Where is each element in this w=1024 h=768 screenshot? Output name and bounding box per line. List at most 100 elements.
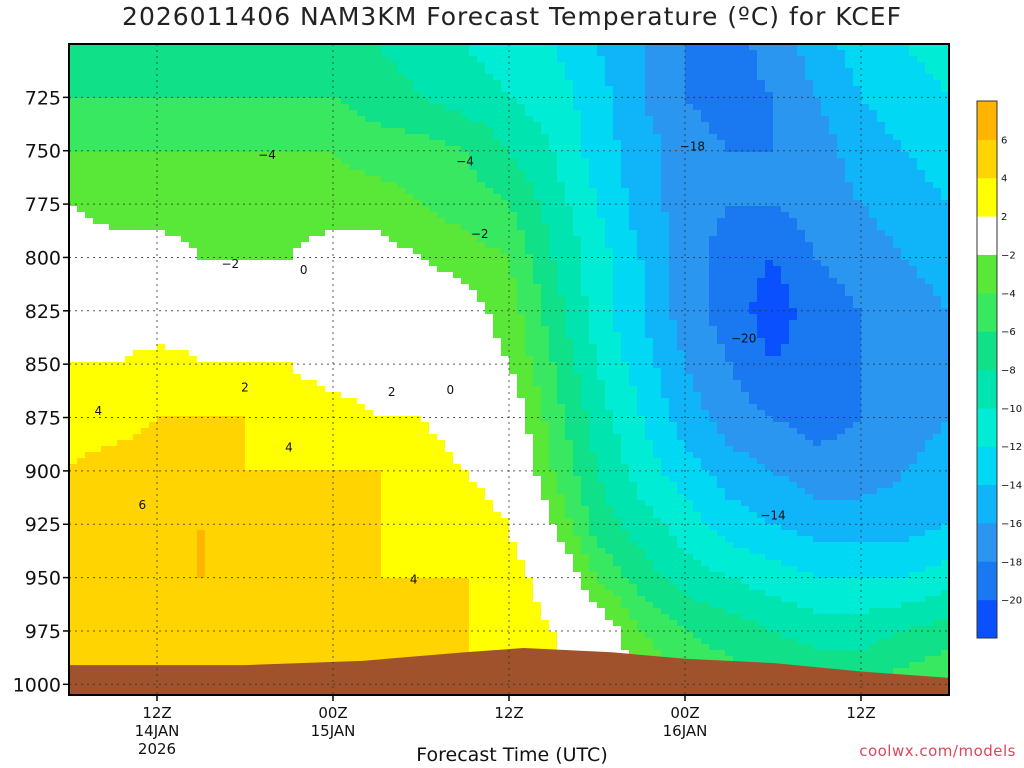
temperature-cell — [93, 284, 102, 291]
temperature-cell — [493, 290, 502, 297]
temperature-cell — [693, 128, 702, 135]
temperature-cell — [317, 170, 326, 177]
temperature-cell — [861, 110, 870, 117]
temperature-cell — [917, 200, 926, 207]
temperature-cell — [221, 290, 230, 297]
temperature-cell — [309, 230, 318, 237]
temperature-cell — [925, 110, 934, 117]
temperature-cell — [813, 56, 822, 63]
temperature-cell — [117, 44, 126, 51]
temperature-cell — [429, 68, 438, 75]
temperature-cell — [469, 140, 478, 147]
temperature-cell — [605, 212, 614, 219]
temperature-cell — [549, 134, 558, 141]
temperature-cell — [933, 278, 942, 285]
temperature-cell — [149, 266, 158, 273]
temperature-cell — [205, 164, 214, 171]
temperature-cell — [381, 308, 390, 315]
temperature-cell — [661, 200, 670, 207]
temperature-cell — [197, 314, 206, 321]
temperature-cell — [677, 170, 686, 177]
temperature-cell — [309, 104, 318, 111]
temperature-cell — [829, 92, 838, 99]
temperature-cell — [189, 140, 198, 147]
temperature-cell — [349, 290, 358, 297]
temperature-cell — [133, 272, 142, 279]
temperature-cell — [509, 248, 518, 255]
temperature-cell — [293, 158, 302, 165]
temperature-cell — [541, 128, 550, 135]
temperature-cell — [621, 182, 630, 189]
temperature-cell — [861, 170, 870, 177]
temperature-cell — [453, 272, 462, 279]
temperature-cell — [621, 254, 630, 261]
temperature-cell — [333, 308, 342, 315]
temperature-cell — [581, 56, 590, 63]
temperature-cell — [885, 56, 894, 63]
temperature-cell — [621, 62, 630, 69]
temperature-cell — [77, 128, 86, 135]
temperature-cell — [485, 296, 494, 303]
temperature-cell — [797, 170, 806, 177]
temperature-cell — [469, 158, 478, 165]
temperature-cell — [381, 134, 390, 141]
temperature-cell — [541, 92, 550, 99]
temperature-cell — [541, 134, 550, 141]
temperature-cell — [925, 260, 934, 267]
temperature-cell — [885, 302, 894, 309]
temperature-cell — [501, 134, 510, 141]
temperature-cell — [541, 140, 550, 147]
temperature-cell — [205, 182, 214, 189]
temperature-cell — [333, 80, 342, 87]
temperature-cell — [277, 266, 286, 273]
temperature-cell — [205, 218, 214, 225]
temperature-cell — [909, 200, 918, 207]
temperature-cell — [797, 284, 806, 291]
temperature-cell — [733, 266, 742, 273]
temperature-cell — [325, 236, 334, 243]
temperature-cell — [397, 110, 406, 117]
temperature-cell — [909, 212, 918, 219]
temperature-cell — [213, 248, 222, 255]
temperature-cell — [309, 176, 318, 183]
temperature-cell — [693, 296, 702, 303]
temperature-cell — [525, 170, 534, 177]
temperature-cell — [469, 206, 478, 213]
temperature-cell — [549, 194, 558, 201]
temperature-cell — [325, 308, 334, 315]
temperature-cell — [493, 122, 502, 129]
temperature-cell — [269, 86, 278, 93]
temperature-cell — [253, 92, 262, 99]
temperature-cell — [733, 116, 742, 123]
temperature-cell — [181, 194, 190, 201]
temperature-cell — [325, 212, 334, 219]
temperature-cell — [141, 296, 150, 303]
temperature-cell — [269, 116, 278, 123]
temperature-cell — [709, 92, 718, 99]
temperature-cell — [557, 158, 566, 165]
temperature-cell — [733, 74, 742, 81]
temperature-cell — [157, 308, 166, 315]
temperature-cell — [429, 98, 438, 105]
temperature-cell — [229, 290, 238, 297]
temperature-cell — [93, 212, 102, 219]
temperature-cell — [765, 254, 774, 261]
temperature-cell — [693, 56, 702, 63]
temperature-cell — [525, 98, 534, 105]
temperature-cell — [109, 44, 118, 51]
temperature-cell — [453, 194, 462, 201]
temperature-cell — [109, 110, 118, 117]
temperature-cell — [205, 98, 214, 105]
temperature-cell — [533, 62, 542, 69]
temperature-cell — [781, 200, 790, 207]
temperature-cell — [661, 110, 670, 117]
temperature-cell — [573, 290, 582, 297]
temperature-cell — [597, 236, 606, 243]
temperature-cell — [165, 128, 174, 135]
temperature-cell — [365, 296, 374, 303]
temperature-cell — [445, 290, 454, 297]
temperature-cell — [317, 164, 326, 171]
temperature-cell — [485, 194, 494, 201]
temperature-cell — [717, 254, 726, 261]
temperature-cell — [565, 212, 574, 219]
